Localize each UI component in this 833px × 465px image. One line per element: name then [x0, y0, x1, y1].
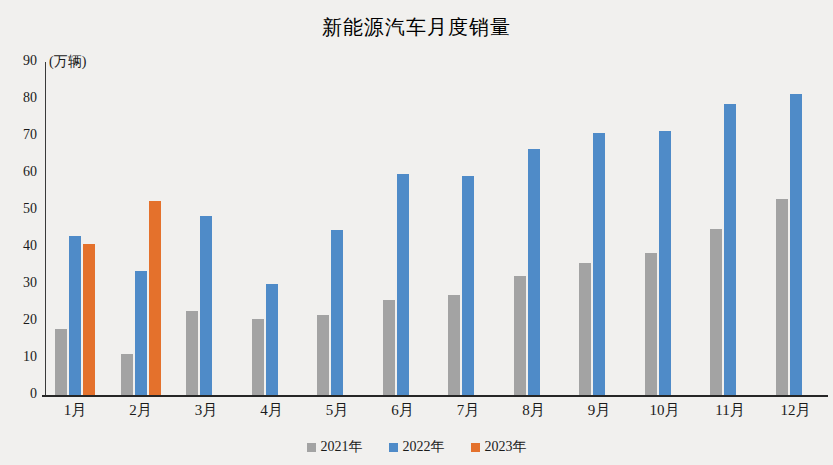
bar-2022年-9月 [593, 133, 605, 395]
bar-2023年-1月 [83, 244, 95, 395]
bar-2021年-12月 [776, 199, 788, 395]
bar-2021年-4月 [252, 319, 264, 395]
y-tick-label: 80 [7, 90, 37, 106]
bar-2021年-9月 [579, 263, 591, 395]
y-tick-label: 0 [7, 386, 37, 402]
bar-2021年-8月 [514, 276, 526, 395]
bar-2022年-2月 [135, 271, 147, 395]
y-tick-label: 70 [7, 127, 37, 143]
y-axis [45, 62, 46, 396]
legend-item-2023年: 2023年 [471, 438, 527, 456]
bar-2021年-6月 [383, 300, 395, 395]
y-tick-label: 20 [7, 312, 37, 328]
chart-title: 新能源汽车月度销量 [0, 14, 833, 41]
bar-2023年-2月 [149, 201, 161, 395]
bar-2021年-10月 [645, 253, 657, 395]
bar-2021年-3月 [186, 311, 198, 395]
x-tick-label: 12月 [766, 401, 826, 420]
y-tick-label: 40 [7, 238, 37, 254]
x-tick-label: 2月 [111, 401, 171, 420]
bar-2022年-12月 [790, 94, 802, 395]
chart: 新能源汽车月度销量 (万辆) 0 10 20 30 40 50 60 70 80 90 1月 2月 3… [0, 0, 833, 465]
x-tick-label: 5月 [307, 401, 367, 420]
x-tick-label: 9月 [569, 401, 629, 420]
bar-2021年-5月 [317, 315, 329, 395]
bar-2022年-11月 [724, 104, 736, 395]
x-tick-label: 7月 [438, 401, 498, 420]
bar-2022年-10月 [659, 131, 671, 395]
legend-item-2021年: 2021年 [307, 438, 363, 456]
legend-swatch-icon [307, 443, 316, 452]
legend-swatch-icon [389, 443, 398, 452]
bar-2022年-1月 [69, 236, 81, 395]
y-tick-label: 50 [7, 201, 37, 217]
bar-2021年-7月 [448, 295, 460, 395]
bar-2022年-6月 [397, 174, 409, 395]
y-tick-label: 60 [7, 164, 37, 180]
x-tick-label: 8月 [504, 401, 564, 420]
legend-swatch-icon [471, 443, 480, 452]
x-tick-label: 1月 [45, 401, 105, 420]
bar-2022年-7月 [462, 176, 474, 395]
y-axis-unit-label: (万辆) [49, 53, 86, 71]
bar-2021年-2月 [121, 354, 133, 395]
bar-2022年-5月 [331, 230, 343, 395]
bar-2022年-4月 [266, 284, 278, 395]
legend-item-2022年: 2022年 [389, 438, 445, 456]
bar-2022年-3月 [200, 216, 212, 395]
y-tick-label: 90 [7, 53, 37, 69]
x-tick-label: 4月 [242, 401, 302, 420]
legend-label: 2021年 [321, 438, 363, 456]
y-tick-label: 10 [7, 349, 37, 365]
legend-label: 2022年 [403, 438, 445, 456]
legend-label: 2023年 [485, 438, 527, 456]
bar-2021年-11月 [710, 229, 722, 396]
bar-2021年-1月 [55, 329, 67, 395]
x-tick-label: 6月 [373, 401, 433, 420]
x-tick-label: 11月 [700, 401, 760, 420]
y-tick-label: 30 [7, 275, 37, 291]
x-axis [42, 395, 828, 397]
x-tick-label: 3月 [176, 401, 236, 420]
bar-2022年-8月 [528, 149, 540, 395]
x-tick-label: 10月 [635, 401, 695, 420]
legend: 2021年 2022年 2023年 [0, 438, 833, 456]
